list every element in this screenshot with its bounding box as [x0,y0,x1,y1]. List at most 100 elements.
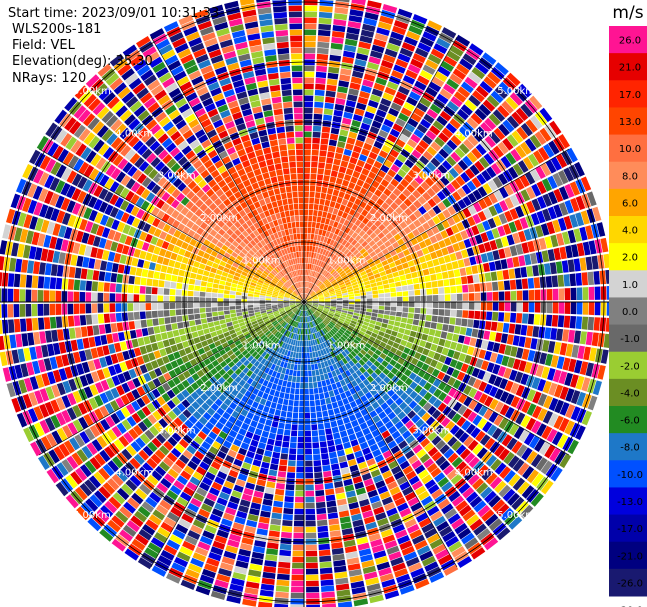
velocity-gate [402,465,414,475]
velocity-gate [384,297,391,302]
velocity-gate [320,314,326,319]
velocity-gate [304,412,311,419]
velocity-gate [287,466,296,473]
velocity-gate [494,388,504,400]
velocity-gate [328,322,334,328]
velocity-gate [263,405,270,413]
velocity-gate [188,278,196,285]
velocity-gate [169,288,176,296]
velocity-gate [315,272,319,278]
velocity-gate [300,370,304,377]
velocity-gate [316,174,324,181]
velocity-gate [165,273,172,281]
velocity-gate [92,270,100,281]
velocity-gate [321,380,327,387]
velocity-gate [416,346,424,354]
velocity-gate [519,217,529,229]
velocity-gate [386,183,396,192]
velocity-gate [434,71,448,83]
velocity-gate [169,295,176,302]
velocity-gate [462,196,472,207]
velocity-gate [333,326,339,332]
velocity-gate [271,512,282,520]
velocity-gate [91,314,99,325]
velocity-gate [424,177,435,187]
velocity-gate [473,390,483,401]
velocity-gate [354,184,362,192]
velocity-gate [363,280,371,286]
velocity-gate [499,466,512,479]
velocity-gate [437,402,447,413]
velocity-gate [498,123,510,137]
velocity-gate [318,323,324,330]
velocity-gate [396,183,406,192]
velocity-gate [501,434,513,447]
velocity-gate [378,150,389,159]
velocity-gate [306,281,309,288]
velocity-gate [309,346,312,353]
velocity-gate [389,402,398,411]
velocity-gate [324,257,329,263]
velocity-gate [307,310,311,316]
velocity-gate [314,89,325,96]
velocity-gate [347,327,353,333]
velocity-gate [288,460,296,467]
velocity-gate [354,299,361,302]
velocity-gate [569,316,577,329]
velocity-gate [170,316,177,323]
velocity-gate [396,302,403,307]
velocity-gate [339,129,349,137]
velocity-gate [377,439,387,448]
velocity-gate [436,93,449,105]
velocity-gate [358,461,368,470]
velocity-gate [313,286,318,291]
velocity-gate [359,366,366,374]
velocity-gate [295,496,304,503]
velocity-gate [342,334,348,340]
velocity-gate [49,277,57,289]
velocity-gate [326,157,334,164]
velocity-gate [315,222,321,229]
velocity-gate [321,186,328,194]
velocity-gate [461,344,469,354]
velocity-gate [477,504,491,518]
velocity-gate [330,306,337,309]
velocity-gate [91,303,98,314]
velocity-gate [330,261,336,267]
velocity-gate [452,379,462,390]
velocity-gate [304,65,315,72]
velocity-gate [140,277,147,286]
velocity-gate [462,310,469,318]
velocity-gate [304,304,307,311]
velocity-gate [545,314,553,327]
velocity-gate [399,460,410,470]
velocity-gate [411,149,422,159]
velocity-gate [427,484,440,495]
velocity-gate [338,359,345,367]
velocity-gate [212,316,219,322]
velocity-gate [478,156,490,169]
velocity-gate [483,408,494,420]
velocity-gate [261,577,275,585]
velocity-gate [418,170,428,181]
velocity-gate [443,254,451,263]
velocity-gate [324,304,331,306]
velocity-gate [435,455,447,467]
velocity-gate [76,338,84,350]
velocity-gate [362,336,369,343]
velocity-gate [498,302,505,311]
velocity-gate [378,215,386,223]
velocity-gate [473,500,487,513]
velocity-gate [334,286,340,290]
velocity-gate [305,304,308,310]
velocity-gate [115,283,122,293]
velocity-gate [309,264,312,270]
velocity-gate [175,296,182,302]
velocity-gate [425,416,436,426]
velocity-gate [456,108,469,121]
velocity-gate [325,193,332,201]
velocity-gate [467,192,477,204]
velocity-gate [305,442,312,449]
velocity-gate [363,73,376,82]
velocity-gate [382,393,390,402]
